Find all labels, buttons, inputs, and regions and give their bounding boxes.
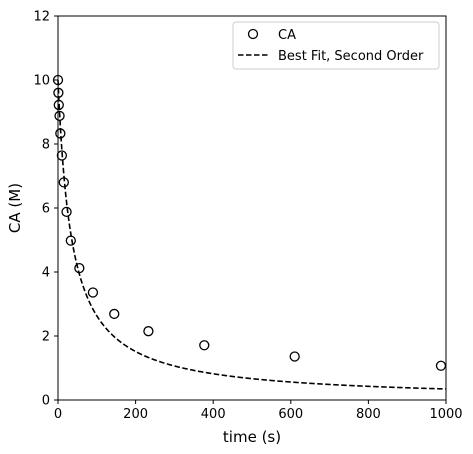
x-tick-label: 1000 xyxy=(429,407,462,422)
y-tick-label: 8 xyxy=(42,138,50,153)
data-point xyxy=(53,99,64,111)
y-tick-label: 12 xyxy=(33,10,50,25)
y-axis: 0 2 4 6 8 10 12 xyxy=(33,10,58,409)
data-point xyxy=(74,263,85,274)
data-point xyxy=(54,110,65,121)
x-tick-label: 0 xyxy=(54,407,62,422)
y-axis-label: CA (M) xyxy=(6,183,24,233)
x-axis-label: time (s) xyxy=(223,428,281,446)
legend-box xyxy=(232,21,440,70)
data-point xyxy=(87,287,99,298)
legend-label-ca: CA xyxy=(278,28,296,43)
series-layer xyxy=(52,74,447,390)
data-point xyxy=(58,177,69,188)
data-point xyxy=(435,360,447,371)
data-point xyxy=(109,308,120,320)
legend-label-best-fit: Best Fit, Second Order xyxy=(278,49,424,64)
y-tick-label: 6 xyxy=(42,202,50,217)
fit-line xyxy=(57,79,447,390)
x-tick-label: 400 xyxy=(201,407,226,422)
x-axis: 0 200 400 600 800 1000 xyxy=(54,400,463,422)
legend-marker-ca xyxy=(247,28,259,40)
data-point xyxy=(143,326,154,337)
x-tick-label: 600 xyxy=(278,407,303,422)
data-point xyxy=(289,351,300,362)
data-point xyxy=(55,128,66,139)
data-point xyxy=(56,150,68,161)
y-tick-label: 10 xyxy=(33,74,50,89)
x-tick-label: 800 xyxy=(356,407,381,422)
data-point xyxy=(65,235,76,246)
data-point xyxy=(199,340,210,351)
y-tick-label: 4 xyxy=(42,266,50,281)
x-tick-label: 200 xyxy=(123,407,148,422)
y-tick-label: 2 xyxy=(42,330,50,345)
y-tick-label: 0 xyxy=(42,394,50,409)
data-point xyxy=(61,206,72,217)
legend: CA Best Fit, Second Order xyxy=(232,21,440,70)
